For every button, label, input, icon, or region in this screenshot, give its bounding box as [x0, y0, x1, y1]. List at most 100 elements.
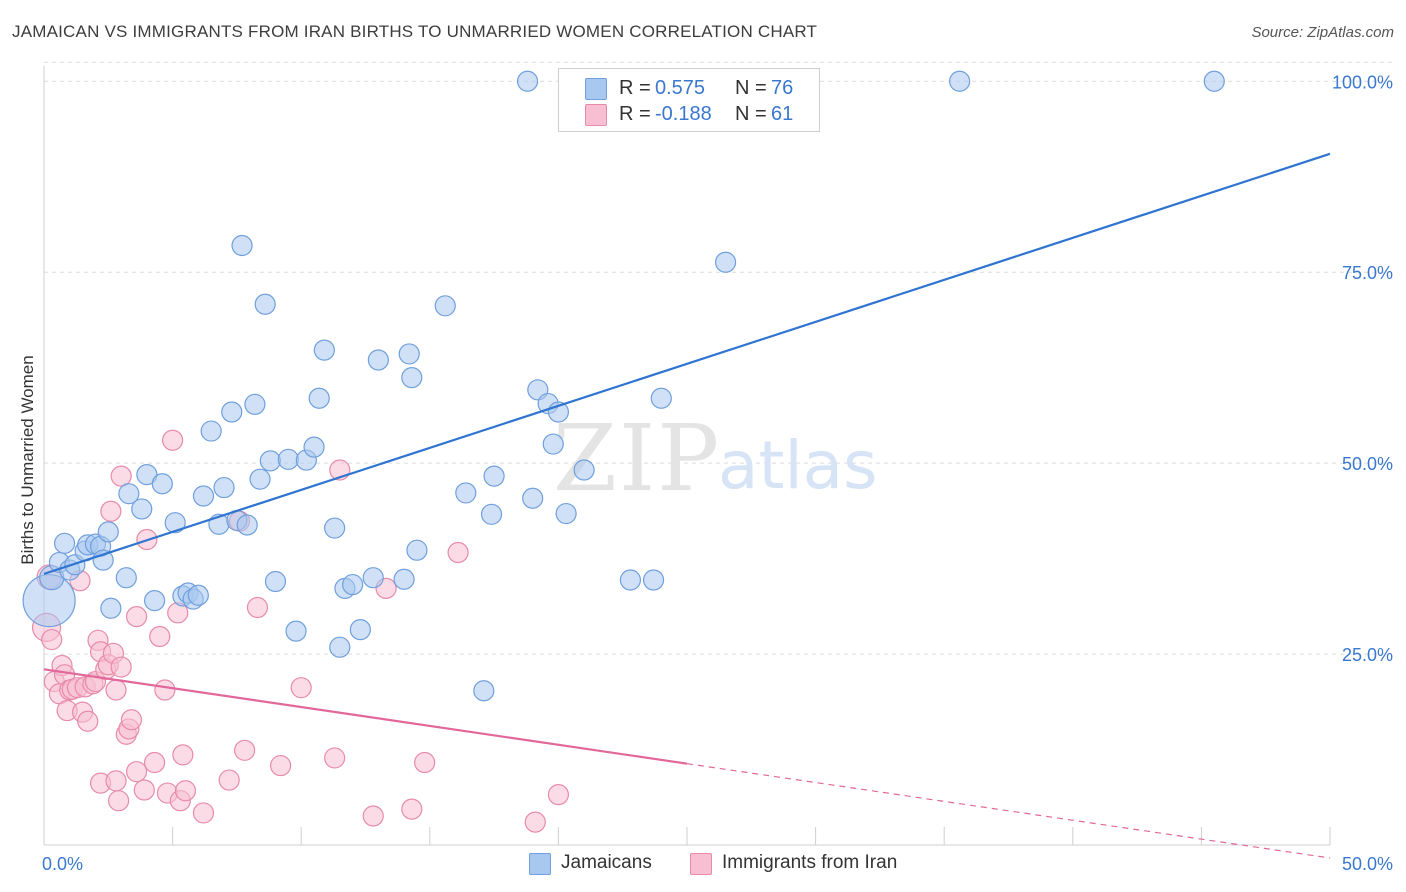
data-point: [221, 401, 243, 423]
legend-swatch-jamaicans: [585, 78, 607, 100]
correlation-legend: R = 0.575 N = 76 R = -0.188 N = 61: [558, 68, 820, 132]
data-point: [125, 761, 148, 783]
data-point: [313, 339, 335, 361]
data-point: [41, 628, 63, 651]
trend-line-extension: [686, 763, 1331, 859]
x-tick-label: 0.0%: [42, 854, 83, 874]
data-point: [522, 487, 544, 509]
data-point: [949, 70, 971, 92]
data-point: [455, 482, 477, 504]
data-point: [642, 569, 665, 591]
data-point: [105, 679, 127, 701]
data-point: [480, 503, 503, 525]
watermark-zip: ZIP: [553, 405, 721, 512]
data-point: [401, 367, 423, 389]
data-point: [362, 567, 384, 589]
data-point: [110, 656, 132, 678]
y-tick-label: 75.0%: [1342, 263, 1393, 283]
data-point: [125, 606, 148, 628]
trend-line: [43, 668, 688, 765]
data-point: [231, 234, 253, 257]
data-point: [107, 790, 130, 812]
data-point: [342, 573, 364, 596]
data-point: [254, 293, 276, 315]
data-point: [285, 620, 307, 642]
data-point: [367, 349, 389, 371]
data-point: [290, 677, 312, 699]
data-point: [133, 779, 155, 801]
data-point: [264, 570, 287, 593]
data-point: [53, 532, 76, 554]
data-point: [308, 387, 330, 409]
data-point: [234, 739, 256, 761]
legend-r-label: R =: [619, 77, 651, 99]
data-point: [162, 429, 184, 451]
data-point: [136, 463, 158, 486]
data-point: [115, 567, 137, 589]
data-point: [97, 521, 119, 543]
data-point: [516, 70, 539, 92]
data-point: [236, 514, 258, 536]
bottom-legend-label: Jamaicans: [561, 852, 652, 873]
y-tick-label: 100.0%: [1332, 72, 1393, 92]
data-point: [120, 709, 143, 731]
data-point: [187, 584, 209, 606]
data-point: [151, 473, 173, 495]
data-point: [110, 465, 132, 487]
data-point: [393, 568, 415, 590]
data-point: [213, 476, 235, 499]
legend-r-value: 0.575: [655, 77, 706, 99]
data-point: [650, 387, 672, 409]
data-point: [192, 485, 215, 507]
data-point: [100, 597, 122, 619]
data-point: [401, 798, 423, 820]
watermark: ZIP atlas: [553, 405, 878, 512]
x-tick-label: 50.0%: [1342, 854, 1393, 874]
data-point: [414, 751, 436, 774]
data-point: [270, 754, 292, 777]
data-point: [143, 751, 166, 774]
grid-lines: [44, 61, 1394, 655]
data-point: [349, 619, 371, 641]
data-point: [406, 539, 428, 561]
data-point: [483, 465, 505, 487]
chart-title: JAMAICAN VS IMMIGRANTS FROM IRAN BIRTHS …: [12, 22, 818, 41]
legend-r-value: -0.188: [655, 103, 712, 125]
data-point: [174, 780, 197, 802]
legend-n-value: 76: [771, 77, 794, 99]
data-point: [192, 802, 215, 824]
trend-lines: [43, 152, 1331, 859]
data-point: [131, 498, 153, 520]
data-point: [200, 420, 222, 442]
data-point: [154, 679, 176, 701]
axes: [43, 66, 1331, 846]
data-point: [259, 450, 281, 472]
legend-n-value: 61: [771, 103, 794, 125]
data-point: [77, 710, 99, 732]
bottom-swatch-iran: [690, 853, 712, 875]
data-point: [329, 636, 351, 658]
y-axis-title: Births to Unmarried Women: [18, 355, 37, 565]
data-point: [398, 343, 420, 365]
legend-swatch-iran: [585, 104, 607, 126]
data-point: [118, 483, 140, 505]
watermark-atlas: atlas: [718, 427, 878, 504]
data-point: [105, 770, 127, 792]
data-point: [362, 805, 384, 827]
legend-r-label: R =: [619, 103, 651, 125]
data-point: [555, 502, 577, 525]
data-point: [172, 744, 194, 766]
data-point: [303, 436, 325, 458]
data-point: [149, 625, 171, 648]
data-point: [547, 783, 570, 806]
data-point: [1203, 70, 1225, 92]
data-point: [619, 569, 642, 591]
data-point: [524, 811, 546, 833]
legend-n-label: N =: [735, 103, 767, 125]
data-point: [143, 590, 166, 612]
data-point: [573, 459, 595, 481]
jamaican-points: [22, 70, 1225, 702]
data-point: [100, 500, 122, 522]
y-tick-label: 50.0%: [1342, 454, 1393, 474]
